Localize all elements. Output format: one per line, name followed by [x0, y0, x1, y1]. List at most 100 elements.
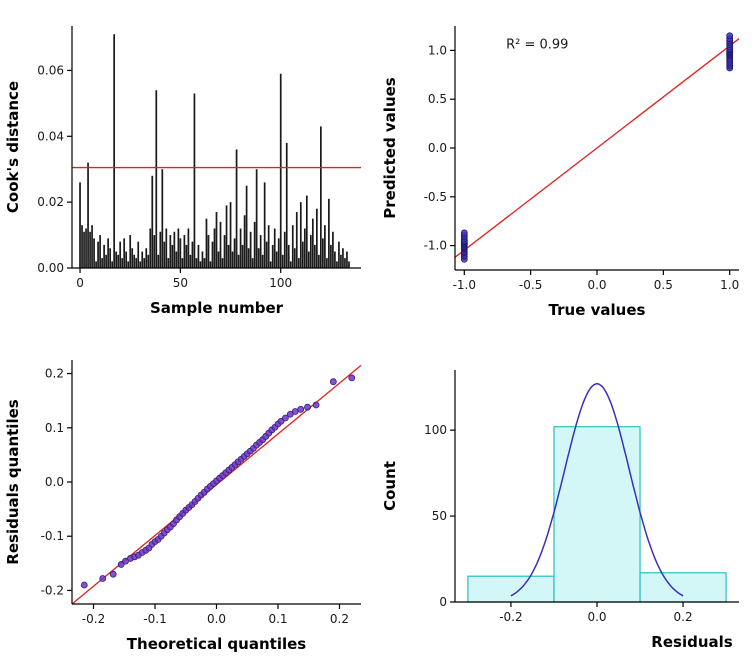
x-tick-label: 0 [76, 276, 84, 290]
x-tick-label: 1.0 [720, 278, 739, 292]
y-tick-label: 0.06 [37, 63, 64, 77]
cooks-bar [320, 126, 322, 268]
cooks-bar [301, 241, 304, 268]
cooks-bar [89, 231, 91, 268]
cooks-bar [332, 231, 334, 268]
cooks-bar [201, 251, 204, 268]
cooks-bar [299, 202, 302, 268]
data-point [80, 581, 88, 589]
data-point [312, 401, 320, 409]
cooks-bar [205, 218, 208, 268]
panel-residuals-histogram: -0.2 0.0 0.2 0 50 100 Residuals Count [377, 330, 755, 661]
y-tick-label: -1.0 [424, 239, 447, 253]
cooks-bar [143, 258, 146, 268]
x-tick-label: -0.5 [519, 278, 542, 292]
y-tick-label: 0.1 [45, 421, 64, 435]
cooks-bar [111, 261, 113, 268]
x-tick-label: 50 [173, 276, 188, 290]
cooks-bar [348, 261, 350, 268]
cooks-bar [91, 225, 93, 268]
hist-bar [639, 572, 727, 603]
cooks-bar [79, 182, 81, 268]
cooks-bar [287, 244, 290, 268]
cooks-bar [259, 235, 262, 268]
cooks-bar [191, 241, 194, 268]
cooks-bar [81, 225, 83, 268]
cooks-bar [243, 215, 246, 268]
x-tick-label: -1.0 [453, 278, 476, 292]
y-tick-label: 0.0 [428, 141, 447, 155]
cooks-bar [209, 261, 212, 268]
cooks-bar [189, 254, 192, 268]
cooks-bar [155, 90, 158, 268]
x-tick-label: 0.2 [330, 612, 349, 626]
cooks-bar [223, 235, 226, 268]
cooks-bar [147, 254, 150, 268]
cooks-bar [295, 212, 298, 268]
density-curve [510, 382, 684, 597]
y-axis-label: Predicted values [381, 77, 399, 219]
cooks-bar [253, 221, 256, 268]
cooks-bar [211, 241, 214, 268]
cooks-bar [179, 238, 182, 268]
cooks-bar [305, 195, 308, 268]
cooks-bar [334, 251, 336, 268]
cooks-bar [318, 254, 320, 268]
y-tick-label: 0 [439, 595, 447, 609]
cooks-bar [145, 248, 148, 268]
hist-bar [553, 426, 641, 603]
cooks-bar [163, 241, 166, 268]
cooks-bar [267, 225, 270, 268]
cooks-bar [95, 261, 97, 268]
x-axis-label: Residuals [651, 633, 732, 651]
cooks-bar [293, 248, 296, 268]
data-point [297, 405, 305, 413]
x-tick-label: 0.1 [268, 612, 287, 626]
data-point [329, 378, 337, 386]
cooks-bar [135, 258, 138, 268]
cooks-bar [165, 228, 168, 268]
cooks-bar [239, 228, 242, 268]
y-tick-label: 0.04 [37, 129, 64, 143]
x-tick-label: 0.0 [587, 278, 606, 292]
cooks-distance-chart: 0 50 100 0.00 0.02 0.04 0.06 Sample number Cook'… [4, 26, 361, 317]
cooks-bar [330, 244, 332, 268]
cooks-bar [197, 244, 200, 268]
data-point [99, 575, 107, 582]
data-point [348, 374, 356, 382]
cooks-bar [229, 202, 232, 268]
qq-plot-content: -0.2 -0.1 0.0 0.1 0.2 -0.2 -0.1 0.0 0.1 0.2 Theore… [4, 360, 362, 653]
cooks-bar [173, 231, 176, 268]
cooks-bar [235, 149, 238, 268]
cooks-bar [303, 228, 306, 268]
cooks-bar [185, 244, 188, 268]
cooks-bar [167, 258, 170, 268]
y-tick-label: -0.1 [41, 529, 64, 543]
cooks-bar [103, 244, 105, 268]
cooks-bar [215, 212, 218, 268]
cooks-bar [85, 228, 87, 268]
cooks-bar [93, 238, 95, 268]
cooks-bar [271, 244, 274, 268]
cooks-bar [289, 261, 292, 268]
y-tick-label: 0.2 [45, 367, 64, 381]
hist-bar [467, 575, 555, 603]
residuals-histogram-content: -0.2 0.0 0.2 0 50 100 Residuals Count [381, 370, 739, 651]
y-axis-label: Count [381, 461, 399, 511]
cooks-bar [119, 241, 122, 268]
cooks-bar [115, 251, 118, 268]
x-tick-label: -0.1 [143, 612, 166, 626]
cooks-bar [281, 254, 284, 268]
cooks-bar [279, 73, 282, 269]
cooks-bar [123, 238, 126, 268]
cooks-bar [151, 175, 154, 268]
predicted-vs-true-chart: R² = 0.99 -1.0 -0.5 0.0 0.5 1.0 -1.0 -0.5 0.0 0.5… [381, 26, 740, 319]
x-tick-label: 0.5 [654, 278, 673, 292]
x-tick-label: 100 [269, 276, 292, 290]
cooks-bar [324, 225, 326, 268]
cooks-bar [307, 251, 310, 268]
cooks-bar [157, 254, 160, 268]
cooks-bar [338, 241, 340, 268]
cooks-bar [227, 244, 230, 268]
cooks-bar [336, 261, 338, 268]
